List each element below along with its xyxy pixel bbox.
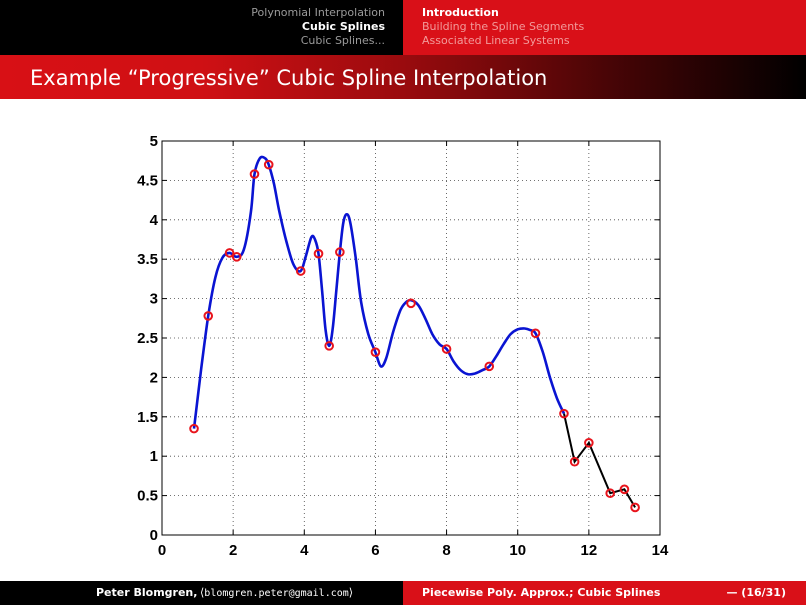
- data-point-marker: [313, 248, 324, 259]
- footer-email: ⟨blomgren.peter@gmail.com⟩: [200, 586, 354, 599]
- slide-title: Example “Progressive” Cubic Spline Inter…: [30, 66, 548, 90]
- data-point-marker: [484, 361, 495, 372]
- nav-section-polynomial-interpolation[interactable]: Polynomial Interpolation: [251, 6, 385, 19]
- y-tick-label: 4.5: [137, 172, 158, 189]
- nav-subsection-building-segments[interactable]: Building the Spline Segments: [422, 20, 585, 33]
- y-tick-label: 3.5: [137, 251, 158, 268]
- footer-author: Peter Blomgren,: [96, 586, 198, 599]
- data-point-marker: [335, 247, 345, 257]
- footer-page-number: — (16/31): [726, 586, 786, 599]
- x-tick-label: 10: [509, 542, 526, 559]
- data-point-marker: [569, 456, 580, 467]
- section-navigation: Polynomial Interpolation Cubic Splines C…: [0, 0, 403, 55]
- data-point-marker: [189, 423, 199, 434]
- x-tick-label: 0: [158, 542, 166, 559]
- footer-talk-title: Piecewise Poly. Approx.; Cubic Splines: [422, 586, 661, 599]
- footer-right: Piecewise Poly. Approx.; Cubic Splines —…: [403, 581, 806, 605]
- data-point-marker: [224, 248, 235, 258]
- data-point-marker: [263, 159, 274, 170]
- y-tick-label: 2.5: [137, 330, 158, 347]
- data-point-marker: [249, 169, 260, 179]
- data-point-marker: [605, 488, 616, 499]
- chart-markers: [189, 159, 640, 513]
- nav-subsection-linear-systems[interactable]: Associated Linear Systems: [422, 34, 570, 47]
- y-tick-label: 2: [150, 369, 158, 386]
- data-point-marker: [231, 252, 242, 262]
- nav-section-cubic-splines[interactable]: Cubic Splines: [301, 20, 385, 33]
- x-tick-label: 4: [300, 542, 309, 559]
- y-tick-label: 1: [150, 448, 158, 465]
- data-point-marker: [619, 484, 630, 495]
- chart-grid: [162, 141, 660, 535]
- x-tick-label: 12: [581, 542, 598, 559]
- data-point-marker: [441, 344, 452, 354]
- data-point-marker: [295, 266, 306, 276]
- x-tick-label: 14: [652, 542, 669, 559]
- data-point-marker: [530, 328, 541, 339]
- data-point-marker: [324, 341, 334, 351]
- data-point-marker: [584, 438, 594, 448]
- data-point-marker: [370, 347, 381, 357]
- chart-ticks: 0 2 4 6 8 10 12 14 0 0.5 1 1.5 2 2.5 3 3.5 4 4.5 5: [137, 133, 669, 559]
- y-tick-label: 3: [150, 291, 158, 308]
- x-tick-label: 2: [229, 542, 237, 559]
- y-tick-label: 0: [150, 527, 158, 544]
- footer: Peter Blomgren, ⟨blomgren.peter@gmail.co…: [0, 581, 806, 605]
- nav-subsection-introduction[interactable]: Introduction: [422, 6, 499, 19]
- y-tick-label: 5: [150, 133, 158, 150]
- data-point-marker: [559, 408, 569, 419]
- chart-curves: [192, 155, 636, 508]
- footer-left: Peter Blomgren, ⟨blomgren.peter@gmail.co…: [0, 581, 403, 605]
- data-point-marker: [203, 311, 214, 321]
- x-tick-label: 6: [371, 542, 379, 559]
- y-tick-label: 4: [150, 212, 159, 229]
- nav-section-cubic-splines-continued[interactable]: Cubic Splines...: [300, 34, 385, 47]
- y-tick-label: 0.5: [137, 488, 158, 505]
- x-tick-label: 8: [442, 542, 450, 559]
- header-navigation: Polynomial Interpolation Cubic Splines C…: [0, 0, 806, 55]
- slide-title-bar: Example “Progressive” Cubic Spline Inter…: [0, 55, 806, 99]
- data-point-marker: [406, 298, 416, 309]
- data-point-marker: [630, 502, 640, 513]
- spline-curve-series: [192, 155, 566, 429]
- y-tick-label: 1.5: [137, 409, 158, 426]
- footer-email-address: blomgren.peter@gmail.com: [204, 588, 349, 599]
- subsection-navigation: Introduction Building the Spline Segment…: [403, 0, 806, 55]
